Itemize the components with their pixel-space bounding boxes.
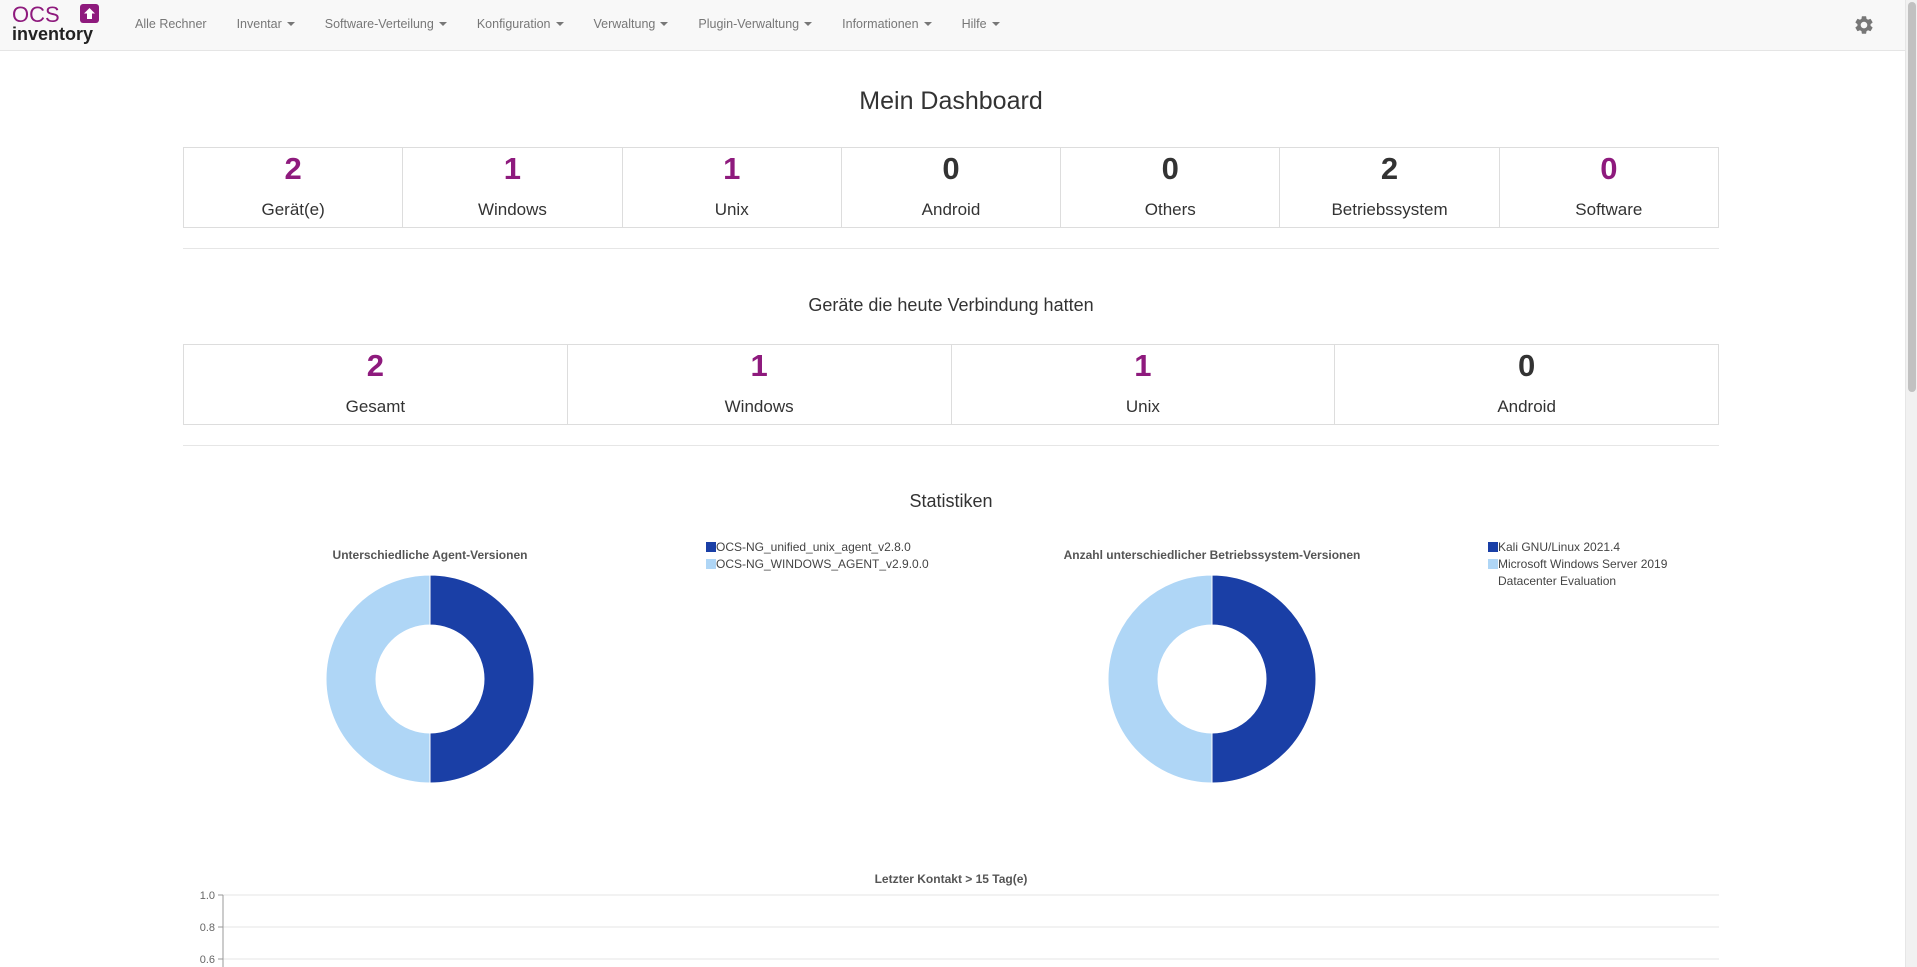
donut-slice[interactable]: [325, 574, 431, 784]
legend-item[interactable]: Kali GNU/Linux 2021.4: [1488, 539, 1688, 556]
agent-versions-legend: OCS-NG_unified_unix_agent_v2.8.0 OCS-NG_…: [706, 539, 929, 573]
donut-slice[interactable]: [429, 574, 535, 784]
nav-item-software-verteilung[interactable]: Software-Verteilung: [310, 17, 462, 31]
legend-item[interactable]: OCS-NG_unified_unix_agent_v2.8.0: [706, 539, 929, 556]
ocs-inventory-logo[interactable]: OCS inventory: [12, 2, 102, 46]
nav-item-label: Konfiguration: [476, 17, 551, 31]
vertical-scrollbar[interactable]: [1905, 0, 1917, 967]
os-versions-chart-title: Anzahl unterschiedlicher Betriebssystem-…: [1063, 548, 1361, 562]
stat-value: 0: [1518, 348, 1536, 383]
divider: [183, 445, 1719, 446]
page-title: Mein Dashboard: [859, 87, 1043, 115]
stat-software[interactable]: 0 Software: [1500, 148, 1718, 227]
stat-label: Betriebssystem: [1331, 200, 1448, 219]
legend-label: Microsoft Windows Server 2019 Datacenter…: [1498, 557, 1668, 588]
y-tick-label: 0.6: [200, 954, 215, 966]
stat-label: Android: [1497, 397, 1556, 416]
stat-value: 2: [366, 348, 384, 383]
stat-devices[interactable]: 2 Gerät(e): [184, 148, 404, 227]
scrollbar-thumb[interactable]: [1908, 2, 1916, 392]
stat-value: 1: [723, 151, 741, 186]
stat-value: 0: [1600, 151, 1618, 186]
nav-item-label: Informationen: [842, 17, 919, 31]
stat-android: 0 Android: [842, 148, 1062, 227]
stat-unix[interactable]: 1 Unix: [623, 148, 842, 227]
stat-label: Unix: [714, 200, 749, 219]
nav-item-hilfe[interactable]: Hilfe: [947, 17, 1015, 31]
stat-label: Android: [921, 200, 981, 219]
stat-today-total[interactable]: 2 Gesamt: [184, 345, 568, 424]
caret-down-icon: [438, 22, 447, 26]
stat-others: 0 Others: [1061, 148, 1281, 227]
nav-item-verwaltung[interactable]: Verwaltung: [579, 17, 684, 31]
donut-slice[interactable]: [1211, 574, 1317, 784]
nav-item-label: Verwaltung: [593, 17, 656, 31]
stat-value: 2: [1380, 151, 1399, 186]
stat-value: 0: [1161, 151, 1179, 186]
stat-windows[interactable]: 1 Windows: [403, 148, 623, 227]
stat-os: 2 Betriebssystem: [1280, 148, 1500, 227]
nav-item-label: Alle Rechner: [135, 17, 207, 31]
nav-item-informationen[interactable]: Informationen: [827, 17, 946, 31]
stat-today-unix[interactable]: 1 Unix: [952, 345, 1336, 424]
stat-label: Unix: [1125, 397, 1160, 416]
legend-label: OCS-NG_unified_unix_agent_v2.8.0: [716, 540, 911, 554]
agent-versions-chart-title: Unterschiedliche Agent-Versionen: [332, 548, 528, 562]
os-versions-donut-chart: [1107, 574, 1317, 784]
donut-slice[interactable]: [1107, 574, 1213, 784]
nav-item-inventar[interactable]: Inventar: [222, 17, 310, 31]
nav-item-plugin-verwaltung[interactable]: Plugin-Verwaltung: [683, 17, 827, 31]
stat-label: Gesamt: [345, 397, 406, 416]
os-versions-legend: Kali GNU/Linux 2021.4 Microsoft Windows …: [1488, 539, 1688, 590]
y-tick-label: 0.8: [200, 922, 215, 934]
today-stats-row: 2 Gesamt 1 Windows 1 Unix 0 Android: [183, 344, 1719, 425]
nav-menu: Alle Rechner Inventar Software-Verteilun…: [120, 0, 1015, 48]
nav-item-label: Hilfe: [961, 17, 987, 31]
stat-value: 2: [284, 151, 302, 186]
stat-value: 1: [750, 348, 768, 383]
legend-swatch: [706, 559, 716, 569]
caret-down-icon: [286, 22, 295, 26]
logo-inventory-text: inventory: [12, 24, 93, 44]
nav-item-label: Plugin-Verwaltung: [698, 17, 800, 31]
statistics-section-title: Statistiken: [909, 491, 993, 511]
caret-down-icon: [804, 22, 813, 26]
legend-item[interactable]: OCS-NG_WINDOWS_AGENT_v2.9.0.0: [706, 556, 929, 573]
stat-value: 1: [503, 151, 522, 186]
stat-label: Windows: [477, 200, 547, 219]
totals-stats-row: 2 Gerät(e) 1 Windows 1 Unix 0 Android 0 …: [183, 147, 1719, 228]
divider: [183, 248, 1719, 249]
stat-today-android: 0 Android: [1335, 345, 1718, 424]
today-section-title: Geräte die heute Verbindung hatten: [808, 295, 1094, 315]
caret-down-icon: [991, 22, 1000, 26]
legend-swatch: [1488, 542, 1498, 552]
logo-ocs-text: OCS: [12, 2, 60, 27]
top-navbar: OCS inventory Alle Rechner Inventar Soft…: [0, 0, 1905, 51]
legend-label: OCS-NG_WINDOWS_AGENT_v2.9.0.0: [716, 557, 929, 571]
legend-swatch: [706, 542, 716, 552]
legend-label: Kali GNU/Linux 2021.4: [1498, 540, 1621, 554]
nav-item-label: Inventar: [236, 17, 282, 31]
nav-item-label: Software-Verteilung: [324, 17, 434, 31]
stat-label: Software: [1575, 200, 1643, 219]
nav-item-konfiguration[interactable]: Konfiguration: [462, 17, 579, 31]
caret-down-icon: [660, 22, 669, 26]
caret-down-icon: [923, 22, 932, 26]
stat-value: 1: [1134, 348, 1152, 383]
legend-item[interactable]: Microsoft Windows Server 2019 Datacenter…: [1488, 556, 1688, 590]
last-contact-line-chart: 1.0 0.8 0.6: [200, 890, 1719, 967]
y-tick-label: 1.0: [200, 890, 215, 902]
stat-label: Gerät(e): [261, 200, 325, 219]
nav-item-alle-rechner[interactable]: Alle Rechner: [120, 17, 222, 31]
stat-label: Windows: [724, 397, 794, 416]
gear-icon[interactable]: [1853, 14, 1875, 36]
legend-swatch: [1488, 559, 1498, 569]
stat-value: 0: [942, 151, 960, 186]
stat-today-windows[interactable]: 1 Windows: [568, 345, 952, 424]
last-contact-chart-title: Letzter Kontakt > 15 Tag(e): [874, 872, 1028, 886]
agent-versions-donut-chart: [325, 574, 535, 784]
caret-down-icon: [555, 22, 564, 26]
stat-label: Others: [1144, 200, 1196, 219]
